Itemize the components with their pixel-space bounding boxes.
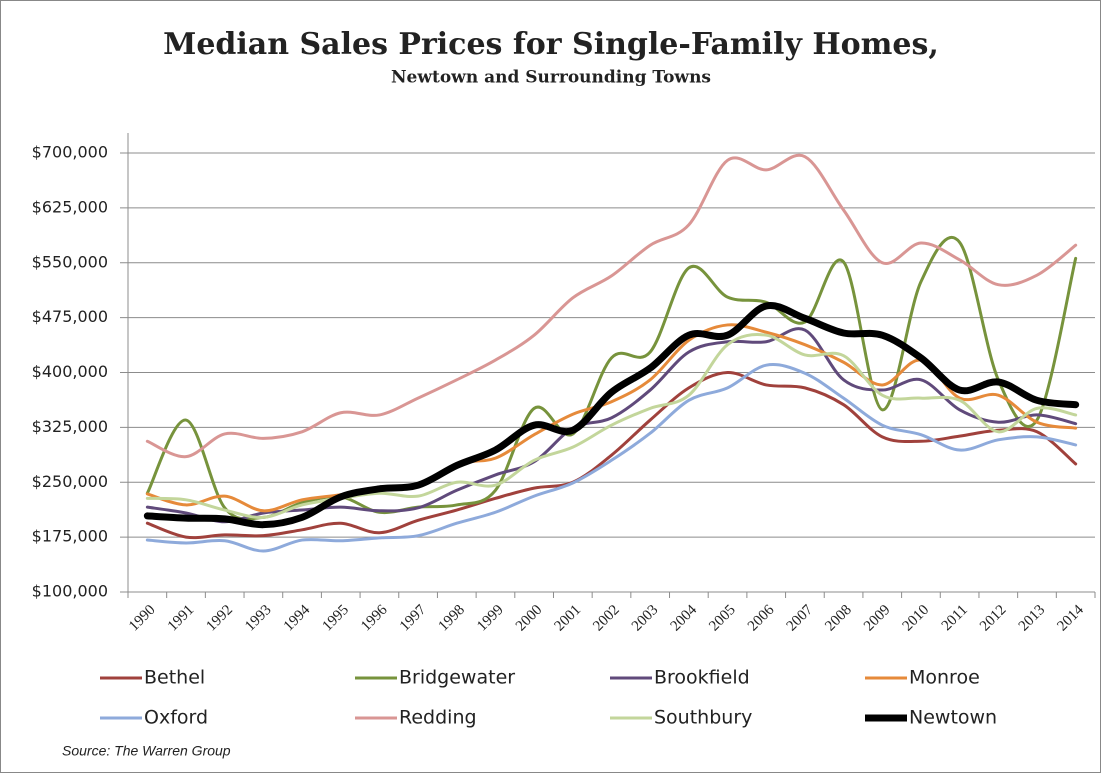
series-line xyxy=(145,370,1078,540)
legend-label: Bethel xyxy=(144,667,205,689)
y-tick-label: $625,000 xyxy=(32,197,108,216)
legend-label: Redding xyxy=(399,707,477,729)
series-line xyxy=(143,301,1080,529)
legend-label: Monroe xyxy=(909,667,980,689)
series-line xyxy=(145,327,1078,524)
legend-label: Newtown xyxy=(909,707,997,729)
y-tick-label: $400,000 xyxy=(32,362,108,381)
series-line xyxy=(145,153,1078,459)
y-tick-label: $100,000 xyxy=(32,582,108,601)
series-line xyxy=(145,235,1078,521)
y-tick-label: $550,000 xyxy=(32,252,108,271)
chart-subtitle: Newtown and Surrounding Towns xyxy=(391,68,711,88)
y-tick-label: $475,000 xyxy=(32,307,108,326)
series-line xyxy=(145,333,1078,519)
source-note: Source: The Warren Group xyxy=(62,743,231,759)
series-line xyxy=(145,363,1078,553)
y-tick-label: $250,000 xyxy=(32,472,108,491)
y-tick-label: $175,000 xyxy=(32,527,108,546)
chart-title: Median Sales Prices for Single-Family Ho… xyxy=(163,27,939,62)
y-tick-label: $325,000 xyxy=(32,417,108,436)
legend-label: Bridgewater xyxy=(399,667,515,689)
legend-label: Southbury xyxy=(654,707,752,729)
y-tick-label: $700,000 xyxy=(32,143,108,162)
legend-label: Oxford xyxy=(144,707,208,729)
legend-label: Brookfield xyxy=(654,667,750,689)
